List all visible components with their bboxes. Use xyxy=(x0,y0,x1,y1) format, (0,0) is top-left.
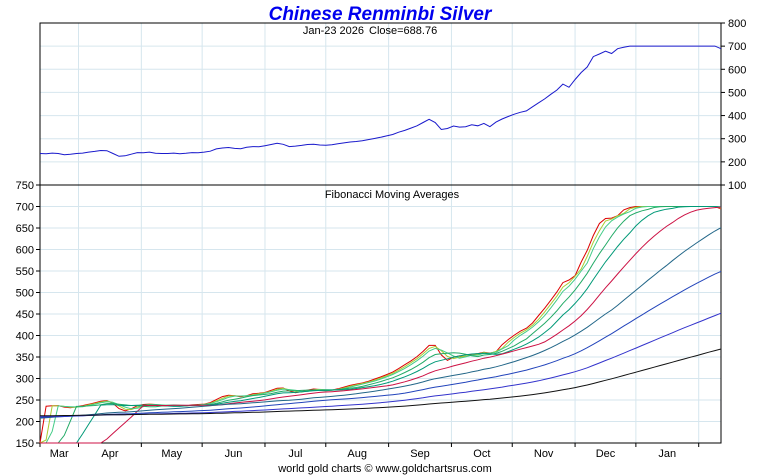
subtitle-close: Close=688.76 xyxy=(369,25,437,37)
x-tick-label-dec: Dec xyxy=(596,448,616,460)
bottom-y-tick-label: 550 xyxy=(16,266,34,278)
chart-title: Chinese Renminbi Silver xyxy=(269,4,493,25)
top-y-tick-label: 800 xyxy=(728,18,746,30)
top-panel-grid xyxy=(39,23,721,185)
x-tick-label-may: May xyxy=(161,448,182,460)
top-y-axis-ticks: 100 200 300 400 500 600 700 800 xyxy=(721,18,746,192)
bottom-y-tick-label: 350 xyxy=(16,352,34,364)
bottom-y-tick-label: 300 xyxy=(16,374,34,386)
bottom-y-tick-label: 150 xyxy=(16,438,34,450)
bottom-panel-title: Fibonacci Moving Averages xyxy=(325,189,460,201)
x-tick-label-jan: Jan xyxy=(658,448,676,460)
bottom-y-tick-label: 750 xyxy=(16,180,34,192)
ma-line-89 xyxy=(39,227,722,419)
ma-line-144 xyxy=(39,270,722,418)
bottom-y-tick-label: 700 xyxy=(16,202,34,214)
top-y-tick-label: 200 xyxy=(728,157,746,169)
bottom-y-tick-label: 650 xyxy=(16,223,34,235)
top-y-tick-label: 700 xyxy=(728,41,746,53)
bottom-y-tick-label: 450 xyxy=(16,309,34,321)
ma-line-21 xyxy=(40,206,722,444)
x-tick-label-mar: Mar xyxy=(50,448,69,460)
x-tick-label-nov: Nov xyxy=(534,448,554,460)
top-y-tick-label: 400 xyxy=(728,111,746,123)
x-tick-label-jun: Jun xyxy=(225,448,243,460)
bottom-y-tick-label: 400 xyxy=(16,331,34,343)
x-tick-label-oct: Oct xyxy=(473,448,490,460)
bottom-y-tick-label: 250 xyxy=(16,395,34,407)
bottom-y-tick-label: 200 xyxy=(16,417,34,429)
ma-line-55 xyxy=(40,206,722,444)
top-y-tick-label: 100 xyxy=(728,180,746,192)
bottom-y-tick-label: 600 xyxy=(16,245,34,257)
x-tick-label-sep: Sep xyxy=(410,448,430,460)
bottom-y-tick-label: 500 xyxy=(16,288,34,300)
top-panel-frame xyxy=(39,22,722,186)
top-y-tick-label: 500 xyxy=(728,87,746,99)
moving-average-lines xyxy=(39,206,722,444)
ma-line-377 xyxy=(40,348,722,417)
subtitle-date: Jan-23 2026 xyxy=(303,25,364,37)
bottom-y-axis-ticks: 150 200 250 300 350 400 450 500 550 600 650 700 750 xyxy=(16,180,40,450)
x-tick-label-apr: Apr xyxy=(101,448,118,460)
price-line xyxy=(39,45,722,157)
footer-credit: world gold charts © www.goldchartsrus.co… xyxy=(277,463,492,475)
x-tick-label-jul: Jul xyxy=(288,448,302,460)
top-y-tick-label: 600 xyxy=(728,64,746,76)
x-axis-month-ticks: Mar Apr May Jun Jul Aug Sep Oct Nov Dec Jan xyxy=(39,443,700,460)
x-tick-label-aug: Aug xyxy=(347,448,367,460)
top-y-tick-label: 300 xyxy=(728,134,746,146)
